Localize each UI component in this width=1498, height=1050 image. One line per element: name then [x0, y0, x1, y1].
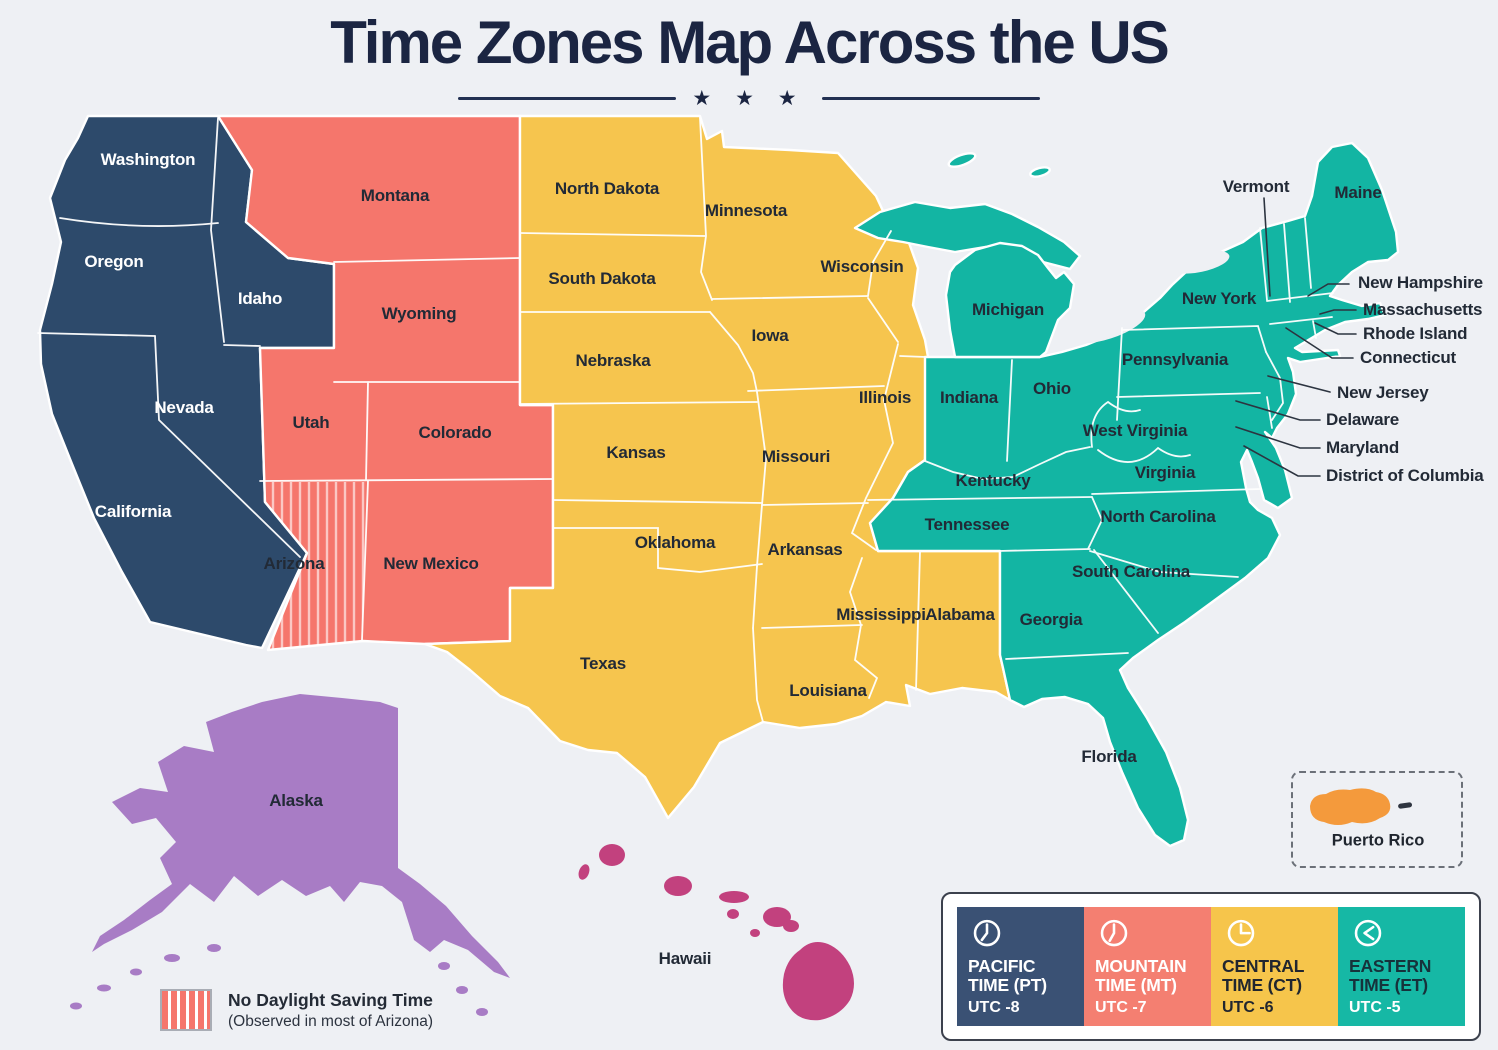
state-label-nebraska: Nebraska [575, 351, 651, 370]
legend-tile-central: CENTRAL TIME (CT) UTC -6 [1211, 907, 1338, 1026]
state-label-vermont: Vermont [1222, 177, 1290, 196]
clock-icon [1354, 919, 1382, 947]
state-label-rhode-island: Rhode Island [1363, 324, 1468, 343]
state-label-georgia: Georgia [1019, 610, 1083, 629]
state-label-colorado: Colorado [418, 423, 492, 442]
state-label-kansas: Kansas [606, 443, 666, 462]
clock-icon [973, 919, 1001, 947]
state-label-arkansas: Arkansas [767, 540, 843, 559]
puerto-rico-inset-box [1291, 771, 1463, 868]
state-label-florida: Florida [1081, 747, 1137, 766]
state-label-iowa: Iowa [751, 326, 789, 345]
state-label-louisiana: Louisiana [789, 681, 867, 700]
state-label-delaware: Delaware [1326, 410, 1400, 429]
state-label-tennessee: Tennessee [924, 515, 1010, 534]
divider-line-right [821, 97, 1040, 100]
lake-erie-shape [1068, 308, 1146, 344]
state-label-new-mexico: New Mexico [383, 554, 479, 573]
state-label-virginia: Virginia [1134, 463, 1196, 482]
state-label-connecticut: Connecticut [1360, 348, 1457, 367]
lake-ontario-shape [1170, 250, 1230, 274]
legend-zone-name: CENTRAL TIME (CT) [1222, 956, 1304, 996]
timezone-legend: PACIFIC TIME (PT) UTC -8 MOUNTAIN TIME (… [941, 892, 1481, 1041]
eastern-zone-shape [868, 141, 1400, 848]
state-label-alabama: Alabama [925, 605, 995, 624]
lake-island-shape [1029, 166, 1051, 178]
state-border-lines [37, 117, 1334, 723]
legend-tile-pacific: PACIFIC TIME (PT) UTC -8 [957, 907, 1084, 1026]
state-label-new-york: New York [1181, 289, 1257, 308]
state-label-alaska: Alaska [269, 791, 323, 810]
legend-tile-eastern: EASTERN TIME (ET) UTC -5 [1338, 907, 1465, 1026]
lake-island-shape [947, 152, 977, 168]
state-label-oklahoma: Oklahoma [634, 533, 716, 552]
alaska-shape [70, 694, 510, 1016]
legend-zone-utc: UTC -7 [1095, 999, 1147, 1016]
page-title: Time Zones Map Across the US [330, 9, 1170, 76]
divider-line-left [458, 97, 677, 100]
state-label-west-virginia: West Virginia [1082, 421, 1188, 440]
state-label-wyoming: Wyoming [381, 304, 457, 323]
arizona-stripes-overlay [265, 482, 368, 650]
state-label-idaho: Idaho [237, 289, 283, 308]
state-label-michigan: Michigan [971, 300, 1045, 319]
title-divider: ★ ★ ★ [0, 86, 1498, 111]
michigan-mitten-shape [944, 241, 1076, 359]
no-dst-note-title: No Daylight Saving Time [228, 990, 433, 1010]
state-label-pennsylvania: Pennsylvania [1121, 350, 1229, 369]
legend-zone-utc: UTC -6 [1222, 999, 1274, 1016]
state-label-oregon: Oregon [84, 252, 144, 271]
zone-shapes [38, 114, 1400, 848]
state-label-missouri: Missouri [761, 447, 831, 466]
stars-icon: ★ ★ ★ [692, 87, 806, 110]
state-label-north-dakota: North Dakota [554, 179, 660, 198]
state-label-nevada: Nevada [154, 398, 214, 417]
state-label-texas: Texas [580, 654, 626, 673]
puerto-rico-shape [1310, 788, 1413, 825]
clock-icon [1227, 919, 1255, 947]
state-label-massachusetts: Massachusetts [1363, 300, 1483, 319]
state-label-kentucky: Kentucky [955, 471, 1031, 490]
legend-zone-name: EASTERN TIME (ET) [1349, 956, 1432, 996]
state-label-new-hampshire: New Hampshire [1358, 273, 1483, 292]
legend-zone-utc: UTC -5 [1349, 999, 1401, 1016]
no-dst-swatch [160, 989, 212, 1031]
leader-lines [1235, 197, 1357, 477]
state-label-north-carolina: North Carolina [1100, 507, 1216, 526]
state-label-ohio: Ohio [1033, 379, 1071, 398]
state-label-puerto-rico: Puerto Rico [1331, 831, 1425, 850]
legend-zone-name: PACIFIC TIME (PT) [968, 956, 1047, 996]
state-label-washington: Washington [100, 150, 196, 169]
state-label-south-carolina: South Carolina [1071, 562, 1191, 581]
state-label-minnesota: Minnesota [704, 201, 788, 220]
state-label-south-dakota: South Dakota [548, 269, 656, 288]
great-lakes [1068, 250, 1230, 344]
state-label-arizona: Arizona [263, 554, 325, 573]
state-label-wisconsin: Wisconsin [820, 257, 904, 276]
state-label-mississippi: Mississippi [836, 605, 926, 624]
state-label-montana: Montana [360, 186, 430, 205]
state-label-california: California [94, 502, 172, 521]
state-label-illinois: Illinois [858, 388, 912, 407]
state-label-maryland: Maryland [1326, 438, 1400, 457]
state-label-utah: Utah [292, 413, 330, 432]
clock-icon [1100, 919, 1128, 947]
hawaii-shape [578, 844, 854, 1021]
legend-zone-name: MOUNTAIN TIME (MT) [1095, 956, 1187, 996]
state-label-maine: Maine [1334, 183, 1382, 202]
legend-zone-utc: UTC -8 [968, 999, 1020, 1016]
state-label-new-jersey: New Jersey [1337, 383, 1429, 402]
state-label-district-of-columbia: District of Columbia [1326, 466, 1484, 485]
legend-tile-mountain: MOUNTAIN TIME (MT) UTC -7 [1084, 907, 1211, 1026]
state-label-hawaii: Hawaii [658, 949, 712, 968]
no-dst-note-subtitle: (Observed in most of Arizona) [228, 1013, 434, 1030]
state-label-indiana: Indiana [939, 388, 999, 407]
